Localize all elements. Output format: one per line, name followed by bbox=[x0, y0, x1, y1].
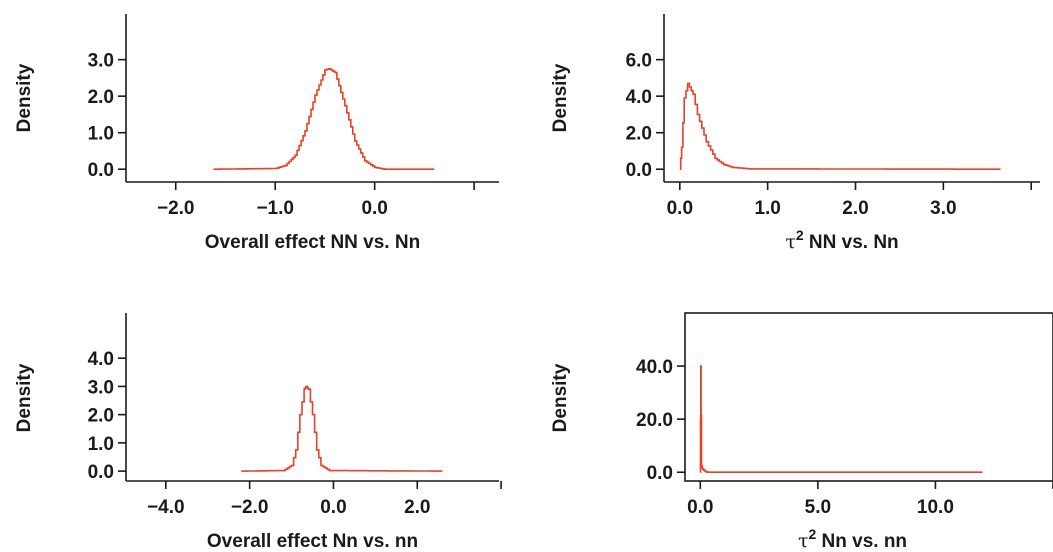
y-axis-title: Density bbox=[14, 63, 35, 132]
x-axis-title: τ2 Nn vs. nn bbox=[798, 526, 907, 552]
y-tick-label: 0.0 bbox=[88, 462, 114, 483]
y-axis-title: Density bbox=[14, 363, 35, 432]
x-axis-title: Overall effect NN vs. Nn bbox=[205, 232, 420, 253]
density-panel-2: 0.0 2.0 4.0 6.0 0.0 1.0 2.0 3.0 Density τ2 NN vs.… bbox=[550, 14, 1040, 253]
x-tick-label: 1.0 bbox=[754, 198, 780, 219]
x-tick-label: −2.0 bbox=[157, 198, 195, 219]
y-tick-label: 0.0 bbox=[88, 160, 114, 181]
x-tick-label: 10.0 bbox=[917, 497, 954, 518]
density-panel-3: 0.0 1.0 2.0 3.0 4.0 −4.0 −2.0 0.0 2.0 Density Over… bbox=[14, 313, 502, 552]
y-tick-label: 2.0 bbox=[88, 87, 114, 108]
y-tick-label: 1.0 bbox=[88, 434, 114, 455]
x-tick-label: 0.0 bbox=[361, 198, 387, 219]
y-tick-label: 20.0 bbox=[636, 410, 673, 431]
x-axis-title: τ2 NN vs. Nn bbox=[785, 227, 898, 253]
x-tick-label: −1.0 bbox=[256, 198, 294, 219]
x-tick-label: −4.0 bbox=[147, 497, 185, 518]
y-tick-label: 3.0 bbox=[88, 377, 114, 398]
x-tick-label: 5.0 bbox=[805, 497, 831, 518]
x-tick-label: −2.0 bbox=[231, 497, 269, 518]
density-curve bbox=[213, 68, 435, 170]
x-tick-label: 0.0 bbox=[320, 497, 346, 518]
y-tick-label: 40.0 bbox=[636, 357, 673, 378]
y-tick-label: 0.0 bbox=[647, 463, 673, 484]
density-curve bbox=[699, 365, 983, 473]
y-tick-label: 4.0 bbox=[88, 349, 114, 370]
x-tick-label: 2.0 bbox=[842, 198, 868, 219]
x-tick-label: 0.0 bbox=[667, 198, 693, 219]
x-tick-label: 2.0 bbox=[404, 497, 430, 518]
density-curve bbox=[241, 385, 443, 472]
density-panel-1: 0.0 1.0 2.0 3.0 −2.0 −1.0 0.0 Density Overall ef… bbox=[14, 14, 499, 253]
y-tick-label: 2.0 bbox=[88, 406, 114, 427]
y-tick-label: 6.0 bbox=[626, 51, 652, 72]
x-tick-label: 0.0 bbox=[687, 497, 713, 518]
plot-frame bbox=[684, 312, 1053, 482]
density-curve bbox=[679, 82, 1001, 170]
y-tick-label: 4.0 bbox=[626, 87, 652, 108]
x-tick-label: 3.0 bbox=[930, 198, 956, 219]
density-panel-4: 0.0 20.0 40.0 0.0 5.0 10.0 Density τ2 Nn vs. nn bbox=[550, 312, 1053, 552]
y-tick-label: 1.0 bbox=[88, 124, 114, 145]
y-tick-label: 0.0 bbox=[626, 160, 652, 181]
x-axis-title: Overall effect Nn vs. nn bbox=[207, 531, 418, 552]
y-axis-title: Density bbox=[550, 63, 571, 132]
y-tick-label: 2.0 bbox=[626, 124, 652, 145]
y-tick-label: 3.0 bbox=[88, 51, 114, 72]
y-axis-title: Density bbox=[550, 363, 571, 432]
